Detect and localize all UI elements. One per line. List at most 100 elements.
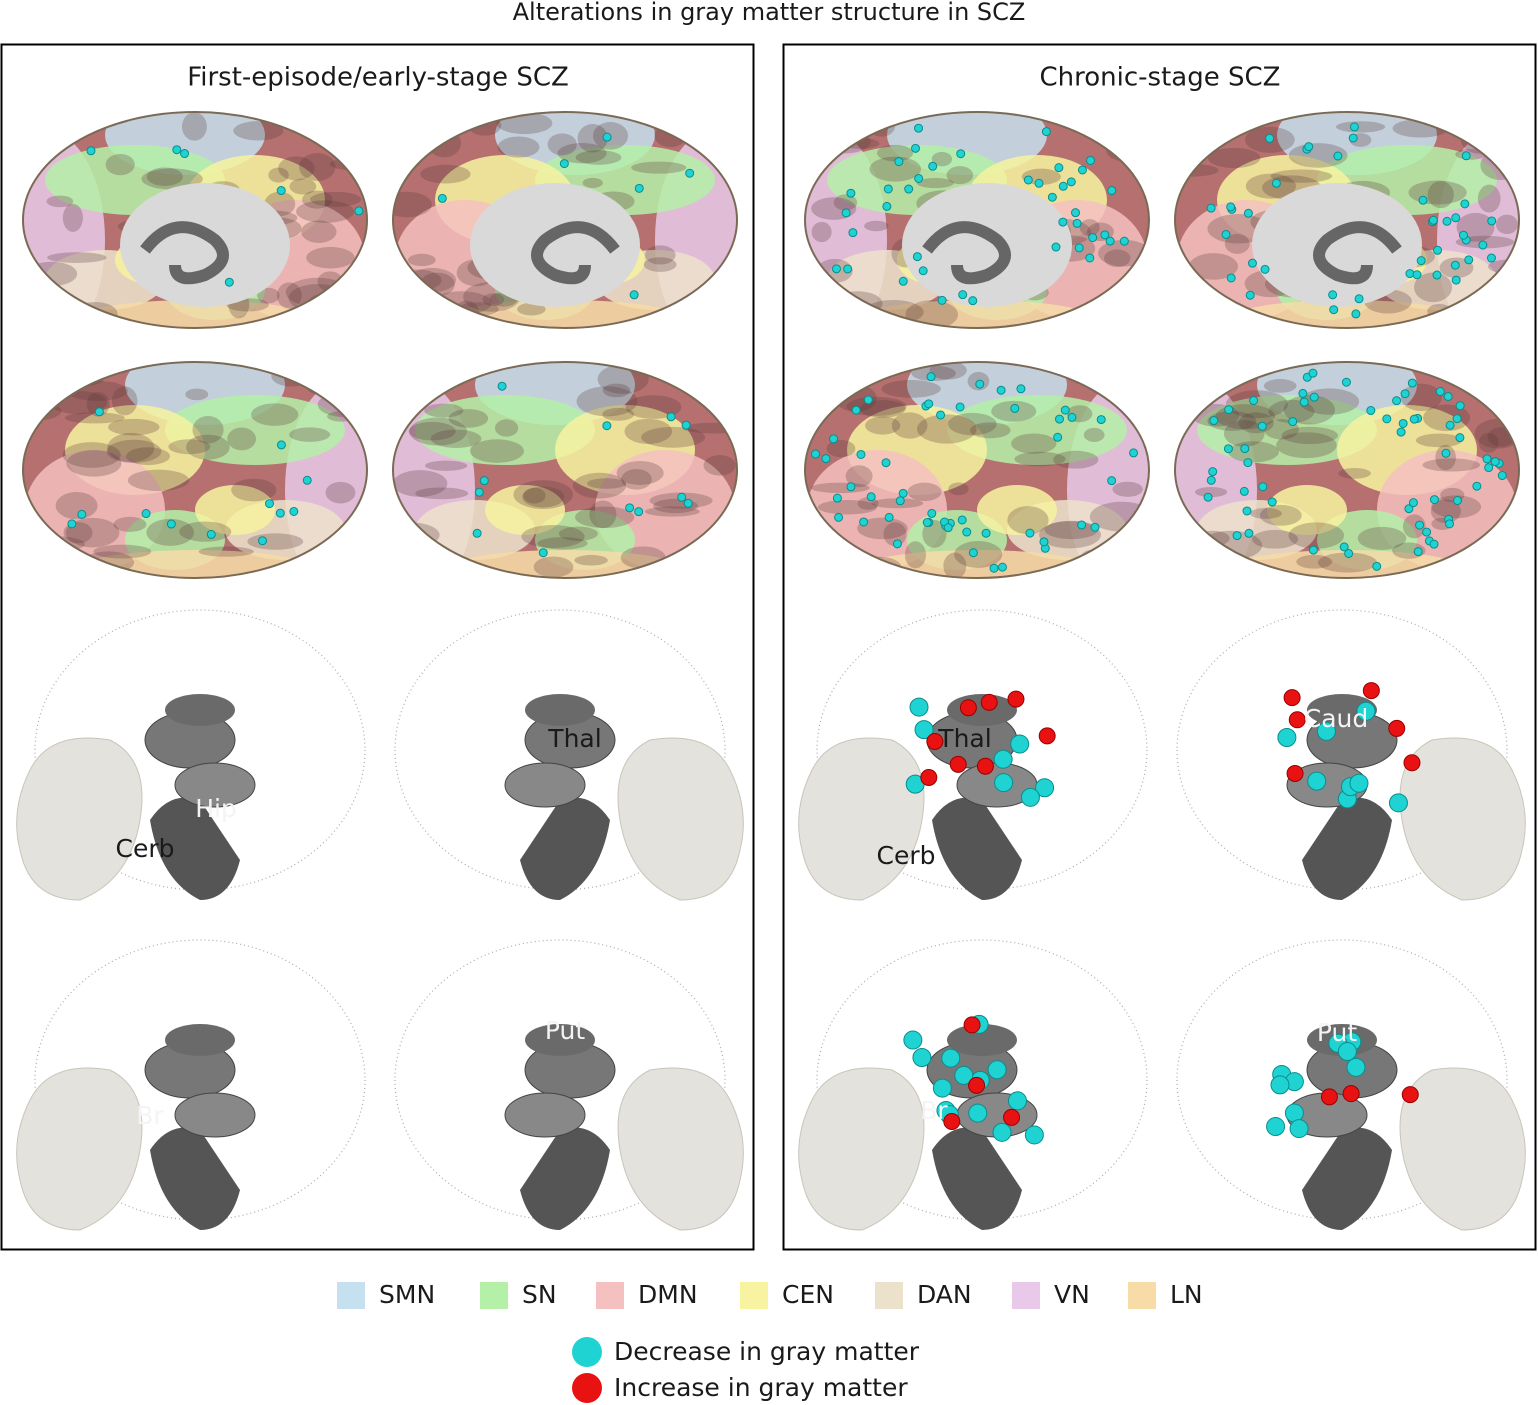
- sulcus: [547, 133, 577, 156]
- sulcus: [869, 156, 921, 182]
- hippocampus: [525, 694, 595, 726]
- sulcus: [703, 455, 736, 476]
- sulcus: [181, 112, 207, 141]
- effect-dot: [1346, 1057, 1366, 1077]
- sulcus: [289, 178, 317, 195]
- hippocampus: [165, 694, 235, 726]
- sulcus: [881, 379, 941, 398]
- effect-dot: [1329, 305, 1339, 315]
- effect-dot: [1445, 519, 1455, 529]
- sulcus: [1044, 520, 1099, 540]
- sulcus: [1189, 253, 1238, 280]
- effect-dot: [1226, 202, 1236, 212]
- medial-wall: [120, 183, 290, 307]
- sulcus: [1317, 552, 1378, 573]
- effect-dot: [1024, 1125, 1044, 1145]
- effect-dot: [538, 548, 548, 558]
- effect-dot: [1298, 388, 1308, 398]
- sulcus: [521, 525, 585, 548]
- sulcus: [1083, 427, 1105, 442]
- sulcus: [1276, 432, 1337, 459]
- effect-dot: [1070, 208, 1080, 218]
- structure-label: Br: [136, 1101, 164, 1130]
- effect-dot: [1245, 290, 1255, 300]
- sulcus: [1225, 390, 1288, 419]
- cortex-view: [22, 111, 368, 329]
- sulcus: [832, 291, 883, 316]
- effect-dot: [1072, 218, 1082, 228]
- effect-dot: [976, 757, 994, 775]
- sulcus: [105, 153, 135, 176]
- sulcus: [107, 432, 155, 463]
- effect-dot: [1356, 701, 1376, 721]
- effect-dot: [1349, 773, 1369, 793]
- effect-dot: [264, 499, 274, 509]
- effect-dot: [1206, 203, 1216, 213]
- sulcus: [1415, 433, 1463, 448]
- effect-dot: [968, 1103, 988, 1123]
- sulcus: [533, 556, 574, 578]
- effect-dot: [928, 161, 938, 171]
- sulcus: [644, 245, 676, 265]
- cortex-view: [392, 361, 738, 579]
- sulcus: [126, 447, 171, 466]
- effect-dot: [1409, 414, 1419, 424]
- legend-swatch: [480, 1282, 508, 1309]
- effect-dot: [474, 487, 484, 497]
- brainstem: [1302, 1127, 1392, 1230]
- effect-dot: [1333, 151, 1343, 161]
- effect-dot: [1339, 542, 1349, 552]
- sulcus: [325, 367, 350, 391]
- effect-dot: [1344, 548, 1354, 558]
- structure-label: Thal: [937, 724, 991, 753]
- network-patch: [195, 485, 275, 535]
- sulcus: [631, 161, 687, 174]
- effect-dot: [848, 228, 858, 238]
- sulcus: [257, 287, 280, 304]
- effect-dot: [1060, 405, 1070, 415]
- legend-swatch: [1012, 1282, 1040, 1309]
- structure-label: Caud: [1304, 704, 1369, 733]
- effect-dot: [683, 498, 693, 508]
- effect-dot: [1267, 497, 1277, 507]
- sulcus: [602, 407, 635, 421]
- sulcus: [537, 537, 588, 550]
- sulcus: [310, 191, 362, 207]
- sulcus: [846, 396, 907, 416]
- effect-dot: [1247, 258, 1257, 268]
- effect-dot: [1053, 432, 1063, 442]
- network-patch: [415, 395, 595, 465]
- sulcus: [705, 141, 737, 152]
- effect-dot: [1025, 528, 1035, 538]
- effect-dot: [1362, 682, 1380, 700]
- effect-dot: [275, 508, 285, 518]
- effect-dot: [1418, 195, 1428, 205]
- effect-dot: [1085, 155, 1095, 165]
- sulcus: [430, 429, 482, 448]
- sulcus: [624, 418, 673, 444]
- effect-dot: [1309, 392, 1319, 402]
- sulcus: [696, 379, 725, 390]
- sulcus: [1402, 514, 1426, 539]
- sulcus: [1224, 233, 1250, 254]
- effect-dot: [1003, 1108, 1021, 1126]
- sulcus: [168, 439, 211, 455]
- sulcus: [113, 516, 147, 532]
- effect-dot: [1208, 467, 1218, 477]
- effect-dot: [559, 159, 569, 169]
- effect-dot: [894, 157, 904, 167]
- sulcus: [1495, 214, 1519, 235]
- effect-dot: [94, 407, 104, 417]
- effect-dot: [1007, 1091, 1027, 1111]
- effect-dot: [1119, 236, 1129, 246]
- sulcus: [922, 520, 947, 548]
- brainstem: [932, 1127, 1022, 1230]
- effect-dot: [914, 123, 924, 133]
- cortex-surface: [805, 362, 1149, 578]
- effect-dot: [1270, 1075, 1290, 1095]
- effect-dot: [962, 527, 972, 537]
- medial-gyrus: [531, 221, 620, 285]
- medial-wall: [470, 183, 640, 307]
- sulcus: [301, 220, 337, 243]
- sulcus: [409, 417, 467, 446]
